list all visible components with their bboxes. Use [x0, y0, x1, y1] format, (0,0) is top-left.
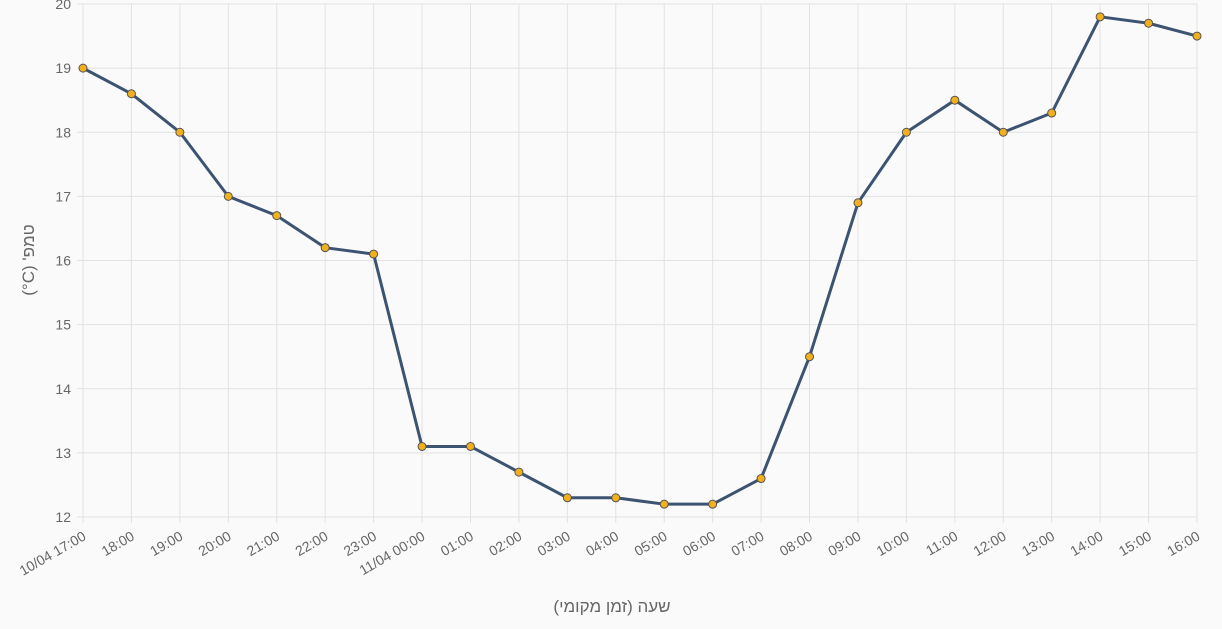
- data-point: [369, 249, 379, 259]
- data-point: [272, 211, 282, 221]
- x-tick-label: 10/04 17:00: [16, 528, 88, 579]
- x-tick-label: 16:00: [1164, 528, 1203, 559]
- data-point: [901, 127, 911, 137]
- x-tick-label: 10:00: [874, 528, 913, 559]
- y-tick-label: 12: [55, 509, 71, 525]
- x-tick-label: 02:00: [486, 528, 525, 559]
- data-point: [853, 198, 863, 208]
- data-point: [998, 127, 1008, 137]
- data-point: [1192, 31, 1202, 41]
- data-point: [562, 493, 572, 503]
- data-point: [659, 499, 669, 509]
- y-tick-label: 18: [55, 124, 71, 140]
- data-point: [1047, 108, 1057, 118]
- x-tick-label: 09:00: [825, 528, 864, 559]
- data-point: [1095, 12, 1105, 22]
- x-tick-label: 22:00: [292, 528, 331, 559]
- x-tick-label: 19:00: [147, 528, 186, 559]
- data-point: [950, 95, 960, 105]
- data-point: [175, 127, 185, 137]
- data-point: [320, 243, 330, 253]
- data-point: [514, 467, 524, 477]
- x-tick-label: 04:00: [583, 528, 622, 559]
- x-tick-label: 21:00: [244, 528, 283, 559]
- y-axis-label: טמפ' (C°): [19, 224, 38, 296]
- y-tick-label: 14: [55, 381, 71, 397]
- data-point: [417, 441, 427, 451]
- x-tick-label: 20:00: [195, 528, 234, 559]
- x-tick-label: 18:00: [99, 528, 138, 559]
- y-tick-label: 20: [55, 0, 71, 12]
- x-tick-label: 11:00: [923, 528, 961, 559]
- data-point: [1144, 18, 1154, 28]
- data-point: [465, 441, 475, 451]
- data-point: [126, 89, 136, 99]
- y-tick-label: 15: [55, 317, 71, 333]
- x-tick-label: 12:00: [970, 528, 1009, 559]
- x-tick-label: 08:00: [777, 528, 816, 559]
- y-tick-label: 17: [55, 188, 71, 204]
- data-point: [805, 352, 815, 362]
- x-tick-label: 14:00: [1067, 528, 1106, 559]
- data-point: [223, 191, 233, 201]
- data-point: [78, 63, 88, 73]
- x-tick-label: 05:00: [631, 528, 670, 559]
- x-tick-label: 01:00: [438, 528, 477, 559]
- x-axis-label: שעה (זמן מקומי): [553, 597, 670, 616]
- x-tick-label: 06:00: [680, 528, 719, 559]
- y-tick-label: 13: [55, 445, 71, 461]
- data-point: [756, 474, 766, 484]
- y-tick-label: 19: [55, 60, 71, 76]
- data-line: [82, 15, 1198, 506]
- y-tick-label: 16: [55, 253, 71, 269]
- data-point: [708, 499, 718, 509]
- x-tick-label: 13:00: [1019, 528, 1058, 559]
- x-tick-label: 07:00: [728, 528, 767, 559]
- x-tick-label: 15:00: [1116, 528, 1155, 559]
- x-tick-label: 03:00: [534, 528, 573, 559]
- data-point: [611, 493, 621, 503]
